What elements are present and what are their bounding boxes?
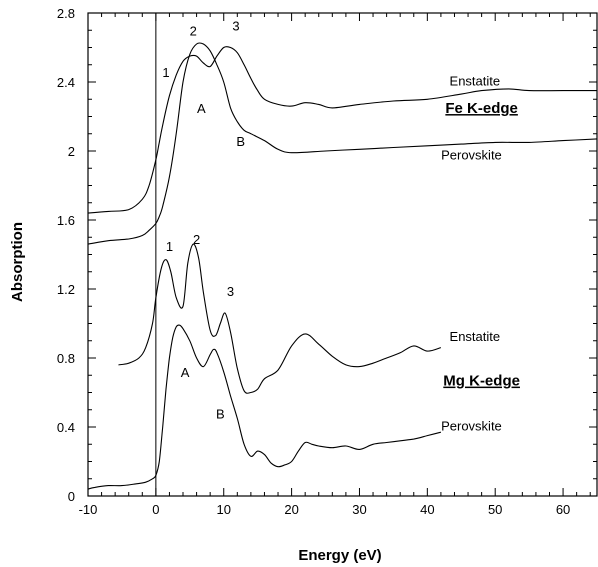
y-tick-label: 0.4 bbox=[57, 420, 75, 435]
fe-enstatite-line bbox=[87, 46, 597, 214]
y-tick-label: 2.8 bbox=[57, 6, 75, 21]
peak-label: A bbox=[181, 365, 190, 380]
x-tick-label: 50 bbox=[488, 502, 502, 517]
sample-label: Perovskite bbox=[441, 148, 502, 163]
sample-label: Perovskite bbox=[441, 418, 502, 433]
peak-label: 2 bbox=[193, 232, 200, 247]
y-tick-label: 1.2 bbox=[57, 282, 75, 297]
x-tick-label: 60 bbox=[556, 502, 570, 517]
peak-label: 3 bbox=[232, 18, 239, 33]
peak-label: 2 bbox=[190, 23, 197, 38]
x-tick-label: 0 bbox=[152, 502, 159, 517]
x-tick-label: 20 bbox=[284, 502, 298, 517]
plot-frame bbox=[87, 12, 598, 497]
edge-label: Mg K-edge bbox=[443, 373, 520, 390]
y-tick-label: 2.4 bbox=[57, 75, 75, 90]
x-tick-label: 10 bbox=[216, 502, 230, 517]
x-tick-label: -10 bbox=[79, 502, 98, 517]
sample-label: Enstatite bbox=[450, 329, 501, 344]
peak-label: 1 bbox=[162, 65, 169, 80]
y-tick-label: 0 bbox=[68, 489, 75, 504]
mg-perovskite-line bbox=[87, 324, 442, 490]
peak-label: 1 bbox=[166, 239, 173, 254]
peak-label: B bbox=[216, 406, 225, 421]
y-axis-label: Absorption bbox=[9, 222, 26, 302]
mg-enstatite-line bbox=[118, 243, 442, 394]
x-axis-label: Energy (eV) bbox=[298, 547, 381, 564]
peak-label: B bbox=[236, 134, 245, 149]
x-tick-label: 40 bbox=[420, 502, 434, 517]
edge-label: Fe K-edge bbox=[445, 100, 518, 117]
x-tick-label: 30 bbox=[352, 502, 366, 517]
y-tick-label: 1.6 bbox=[57, 213, 75, 228]
y-tick-label: 2 bbox=[68, 144, 75, 159]
y-tick-label: 0.8 bbox=[57, 351, 75, 366]
sample-label: Enstatite bbox=[450, 73, 501, 88]
peak-label: 3 bbox=[227, 284, 234, 299]
fe-perovskite-line bbox=[87, 42, 598, 245]
peak-label: A bbox=[197, 101, 206, 116]
